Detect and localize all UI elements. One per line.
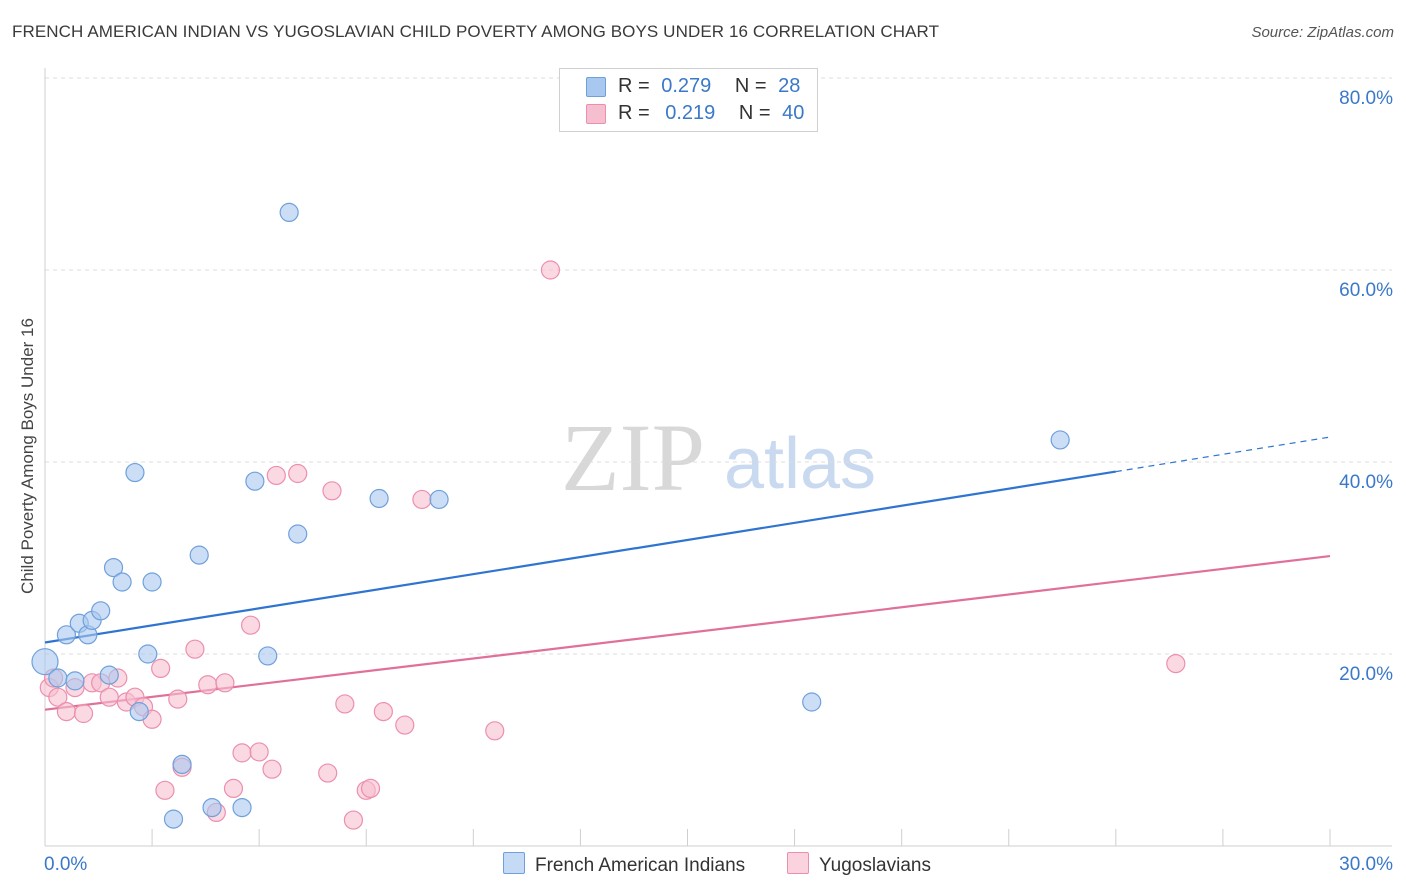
point-french-american-indian-14	[142, 572, 162, 592]
point-french-american-indian-9	[99, 665, 119, 685]
point-yugoslavian-14	[151, 658, 171, 679]
y-tick-label: 60.0%	[1339, 280, 1393, 301]
point-yugoslavian-8	[99, 687, 119, 707]
x-tick-label-min: 0.0%	[44, 854, 87, 875]
x-tick-label-max: 30.0%	[1339, 854, 1393, 875]
point-yugoslavian-22	[223, 778, 244, 799]
point-yugoslavian-23	[232, 743, 252, 763]
point-yugoslavian-30	[322, 481, 342, 501]
point-french-american-indian-21	[288, 524, 308, 544]
data-points	[31, 202, 1186, 830]
bottom-legend-label: French American Indians	[535, 855, 746, 876]
bottom-legend-label: Yugoslavians	[819, 855, 931, 876]
axes	[44, 68, 1392, 847]
trend-lines	[44, 436, 1331, 711]
tick-labels: 20.0% 40.0% 60.0% 80.0% 0.0% 30.0%	[44, 88, 1393, 875]
point-yugoslavian-27	[266, 465, 286, 486]
point-yugoslavian-34	[360, 778, 381, 799]
y-tick-label: 40.0%	[1339, 472, 1393, 493]
point-french-american-indian-27	[232, 797, 252, 818]
point-french-american-indian-23	[429, 489, 449, 510]
point-yugoslavian-29	[318, 763, 338, 783]
point-french-american-indian-20	[279, 202, 299, 222]
point-yugoslavian-5	[73, 703, 94, 724]
point-yugoslavian-35	[373, 701, 393, 722]
point-french-american-indian-7	[91, 601, 111, 621]
legend-swatch-blue	[586, 77, 606, 97]
legend-r-value: 0.219	[665, 102, 716, 124]
trend-line-0	[44, 470, 1117, 644]
point-french-american-indian-8	[103, 557, 124, 578]
point-french-american-indian-16	[189, 545, 209, 565]
point-french-american-indian-15	[172, 754, 192, 775]
bottom-legend-swatch-pink	[787, 852, 809, 874]
point-yugoslavian-19	[198, 675, 218, 695]
trend-line-1	[44, 554, 1331, 711]
watermark-zip: ZIP	[561, 404, 705, 511]
point-french-american-indian-3	[65, 671, 85, 691]
legend-r-label: R =	[618, 75, 650, 97]
y-tick-label: 20.0%	[1339, 664, 1393, 685]
point-french-american-indian-2	[56, 625, 77, 645]
bottom-legend-french-american-indians: French American Indians	[503, 852, 745, 877]
point-french-american-indian-10	[112, 572, 132, 592]
legend-n-value: 28	[778, 75, 801, 97]
point-yugoslavian-39	[540, 260, 561, 280]
point-yugoslavian-3	[56, 701, 77, 722]
point-yugoslavian-25	[249, 742, 269, 762]
point-french-american-indian-11	[125, 462, 145, 483]
point-french-american-indian-24	[802, 692, 822, 712]
legend-n-label: N =	[734, 75, 767, 97]
point-french-american-indian-12	[129, 701, 149, 722]
point-french-american-indian-19	[258, 646, 278, 666]
point-yugoslavian-21	[215, 673, 235, 693]
trend-line-extension-0	[1115, 436, 1331, 473]
point-yugoslavian-32	[343, 810, 363, 830]
watermark: ZIP atlas	[561, 404, 876, 511]
legend-n-value: 40	[782, 102, 805, 124]
point-yugoslavian-40	[1166, 653, 1186, 674]
point-french-american-indian-25	[1050, 430, 1070, 450]
source-credit: Source: ZipAtlas.com	[1251, 24, 1394, 41]
point-french-american-indian-1	[48, 668, 68, 688]
point-french-american-indian-18	[245, 471, 265, 491]
point-yugoslavian-24	[241, 615, 261, 635]
point-yugoslavian-26	[262, 759, 282, 779]
bottom-legend-swatch-blue	[503, 852, 525, 874]
point-yugoslavian-16	[168, 689, 188, 709]
y-axis-label: Child Poverty Among Boys Under 16	[18, 318, 37, 594]
legend-r-label: R =	[618, 102, 650, 124]
correlation-legend: R = 0.279 N = 28 R = 0.219 N = 40	[559, 68, 818, 132]
bottom-legend-yugoslavians: Yugoslavians	[787, 852, 931, 877]
point-yugoslavian-37	[412, 489, 432, 510]
point-yugoslavian-18	[185, 639, 205, 659]
point-french-american-indian-26	[163, 809, 184, 829]
point-french-american-indian-17	[202, 797, 222, 818]
point-french-american-indian-22	[369, 488, 389, 509]
watermark-atlas: atlas	[724, 424, 876, 504]
legend-swatch-pink	[586, 104, 606, 124]
point-yugoslavian-36	[395, 715, 415, 735]
point-yugoslavian-2	[48, 687, 68, 707]
point-french-american-indian-13	[138, 644, 158, 664]
grid-lines	[45, 77, 1392, 655]
point-yugoslavian-28	[288, 463, 308, 484]
point-yugoslavian-15	[155, 780, 175, 800]
y-tick-label: 80.0%	[1339, 88, 1393, 109]
point-yugoslavian-31	[335, 694, 355, 714]
legend-r-value: 0.279	[661, 75, 712, 97]
point-french-american-indian-0	[31, 648, 59, 676]
point-yugoslavian-38	[485, 721, 505, 741]
legend-n-label: N =	[738, 102, 771, 124]
chart-title: FRENCH AMERICAN INDIAN VS YUGOSLAVIAN CH…	[12, 22, 940, 41]
